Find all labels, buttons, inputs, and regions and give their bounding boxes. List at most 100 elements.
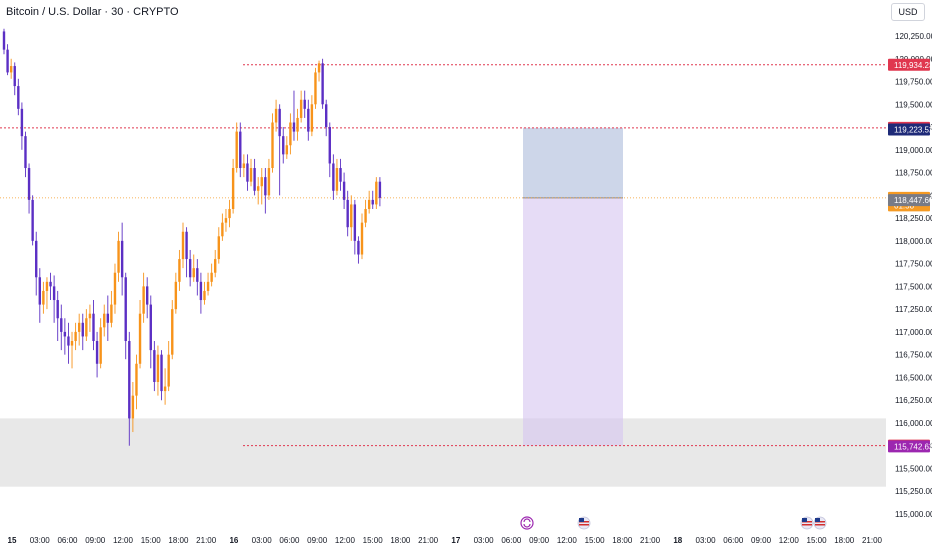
time-tick-label: 06:00 [501, 536, 522, 545]
time-tick-label: 09:00 [85, 536, 106, 545]
price-tick-label: 116,750.00 [895, 351, 932, 360]
candle-body [128, 341, 131, 419]
events-layer [520, 516, 827, 530]
time-tick-label: 12:00 [557, 536, 578, 545]
time-tick-label: 09:00 [529, 536, 550, 545]
candle-body [153, 350, 156, 382]
time-tick-label: 15:00 [363, 536, 384, 545]
time-tick-label: 18:00 [834, 536, 855, 545]
price-tick-label: 116,250.00 [895, 396, 932, 405]
price-tick-label: 118,250.00 [895, 214, 932, 223]
us-flag-event-icon[interactable] [577, 516, 591, 530]
candle-body [335, 168, 339, 191]
candle-body [88, 313, 92, 319]
time-tick-label: 03:00 [30, 536, 51, 545]
candle-body [9, 66, 13, 73]
time-tick-label: 03:00 [474, 536, 495, 545]
candle-body [131, 395, 135, 419]
candle-body [81, 322, 84, 337]
price-tick-label: 116,000.00 [895, 419, 932, 428]
price-tick-label: 115,000.00 [895, 510, 932, 519]
candle-body [214, 259, 217, 273]
price-tag-label: 115,742.63 [894, 442, 932, 451]
candle-body [264, 177, 267, 196]
candle-body [231, 168, 235, 209]
time-tick-label: 16 [229, 536, 238, 545]
candle-body [346, 199, 349, 228]
currency-button[interactable]: USD [891, 3, 925, 21]
candle-body [206, 281, 210, 291]
price-tick-label: 117,500.00 [895, 282, 932, 291]
candle-body [167, 354, 170, 387]
candle-body [163, 386, 167, 392]
candle-body [221, 222, 224, 237]
candle-body [246, 163, 249, 182]
candle-body [52, 286, 56, 301]
candle-body [35, 240, 38, 278]
time-tick-label: 21:00 [418, 536, 439, 545]
price-tick-label: 119,500.00 [895, 100, 932, 109]
candle-body [67, 336, 70, 346]
demand-zone [0, 418, 886, 487]
candle-body [339, 168, 342, 182]
candle-body [178, 259, 181, 282]
crypto-event-icon[interactable] [520, 516, 534, 530]
us-flag-event-icon[interactable] [800, 516, 814, 530]
candle-body [375, 181, 378, 205]
candle-body [60, 318, 63, 332]
candle-body [314, 72, 317, 105]
candle-body [249, 168, 253, 182]
candle-body [49, 281, 52, 287]
time-tick-label: 12:00 [779, 536, 800, 545]
price-tick-label: 117,250.00 [895, 305, 932, 314]
candle-body [210, 272, 213, 282]
time-tick-label: 21:00 [640, 536, 661, 545]
candle-body [260, 177, 263, 187]
candle-body [371, 199, 374, 205]
price-tick-label: 119,000.00 [895, 146, 932, 155]
us-flag-event-icon[interactable] [813, 516, 827, 530]
price-tick-label: 118,750.00 [895, 169, 932, 178]
candle-body [310, 104, 314, 132]
price-tag-label: 119,223.52 [894, 125, 932, 134]
price-tick-label: 117,000.00 [895, 328, 932, 337]
candle-body [110, 304, 113, 323]
candle-body [285, 145, 289, 155]
level-price-tag [888, 58, 930, 71]
candle-body [299, 99, 303, 118]
candle-body [292, 122, 296, 132]
time-axis: 15 03:00 06:00 09:00 12:00 15:00 18:00 21:00 16 0… [8, 536, 883, 545]
candle-body [85, 318, 88, 337]
candle-body [325, 104, 328, 128]
time-tick-label: 18:00 [168, 536, 189, 545]
price-tags-layer: 119,934.23119,241.08115,751.08119,223.52… [888, 58, 932, 453]
candle-body [20, 108, 24, 137]
time-tick-label: 21:00 [862, 536, 883, 545]
time-tick-label: 15 [8, 536, 17, 545]
candle-body [350, 204, 353, 228]
zones-layer [0, 127, 886, 487]
candle-body [181, 231, 185, 260]
candle-body [63, 331, 67, 337]
time-tick-label: 06:00 [279, 536, 300, 545]
candle-body [235, 131, 238, 169]
candle-body [117, 240, 120, 273]
candle-body [24, 136, 27, 169]
price-tag-label: 118,447.60 [894, 196, 932, 205]
candle-body [317, 63, 321, 73]
price-tag [888, 123, 930, 136]
candle-body [271, 122, 274, 169]
candle-body [31, 199, 34, 241]
candle-body [120, 240, 124, 278]
level-price-tag-label: 119,934.23 [894, 61, 932, 70]
time-tick-label: 03:00 [696, 536, 717, 545]
candle-body [146, 286, 149, 305]
candle-body [364, 208, 367, 223]
candle-body [242, 163, 246, 169]
time-tick-label: 06:00 [723, 536, 744, 545]
candles-layer [2, 28, 382, 446]
candle-body [77, 322, 81, 332]
candle-body [2, 31, 6, 50]
candle-body [174, 281, 178, 310]
